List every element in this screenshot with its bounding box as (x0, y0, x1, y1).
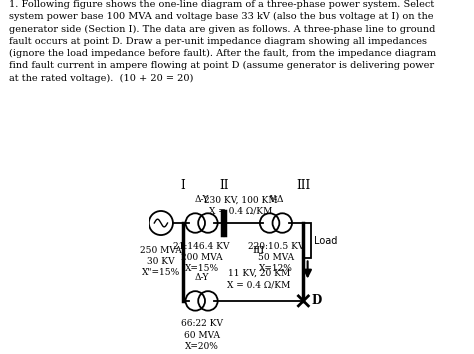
Text: Δ-Y: Δ-Y (194, 195, 209, 204)
Bar (304, 223, 311, 258)
Text: I: I (181, 179, 185, 192)
Text: II: II (219, 179, 228, 192)
Text: 66:22 KV
60 MVA
X=20%: 66:22 KV 60 MVA X=20% (181, 319, 223, 351)
Text: III: III (253, 246, 265, 255)
Text: 1. Following figure shows the one-line diagram of a three-phase power system. Se: 1. Following figure shows the one-line d… (9, 0, 437, 83)
Text: Δ-Y: Δ-Y (194, 273, 209, 282)
Text: III: III (296, 179, 310, 192)
Text: 220:10.5 KV
50 MVA
X=12%: 220:10.5 KV 50 MVA X=12% (248, 242, 304, 273)
Text: 230 KV, 100 KM
X = 0.4 Ω/KM: 230 KV, 100 KM X = 0.4 Ω/KM (204, 196, 278, 216)
Text: Y-Δ: Y-Δ (269, 195, 283, 204)
Text: 21:146.4 KV
200 MVA
X=15%: 21:146.4 KV 200 MVA X=15% (173, 242, 230, 273)
Text: Load: Load (314, 236, 337, 246)
Text: 250 MVA
30 KV
X"=15%: 250 MVA 30 KV X"=15% (140, 246, 182, 277)
Text: 11 KV, 20 KM
X = 0.4 Ω/KM: 11 KV, 20 KM X = 0.4 Ω/KM (227, 269, 291, 289)
Text: D: D (311, 295, 321, 307)
